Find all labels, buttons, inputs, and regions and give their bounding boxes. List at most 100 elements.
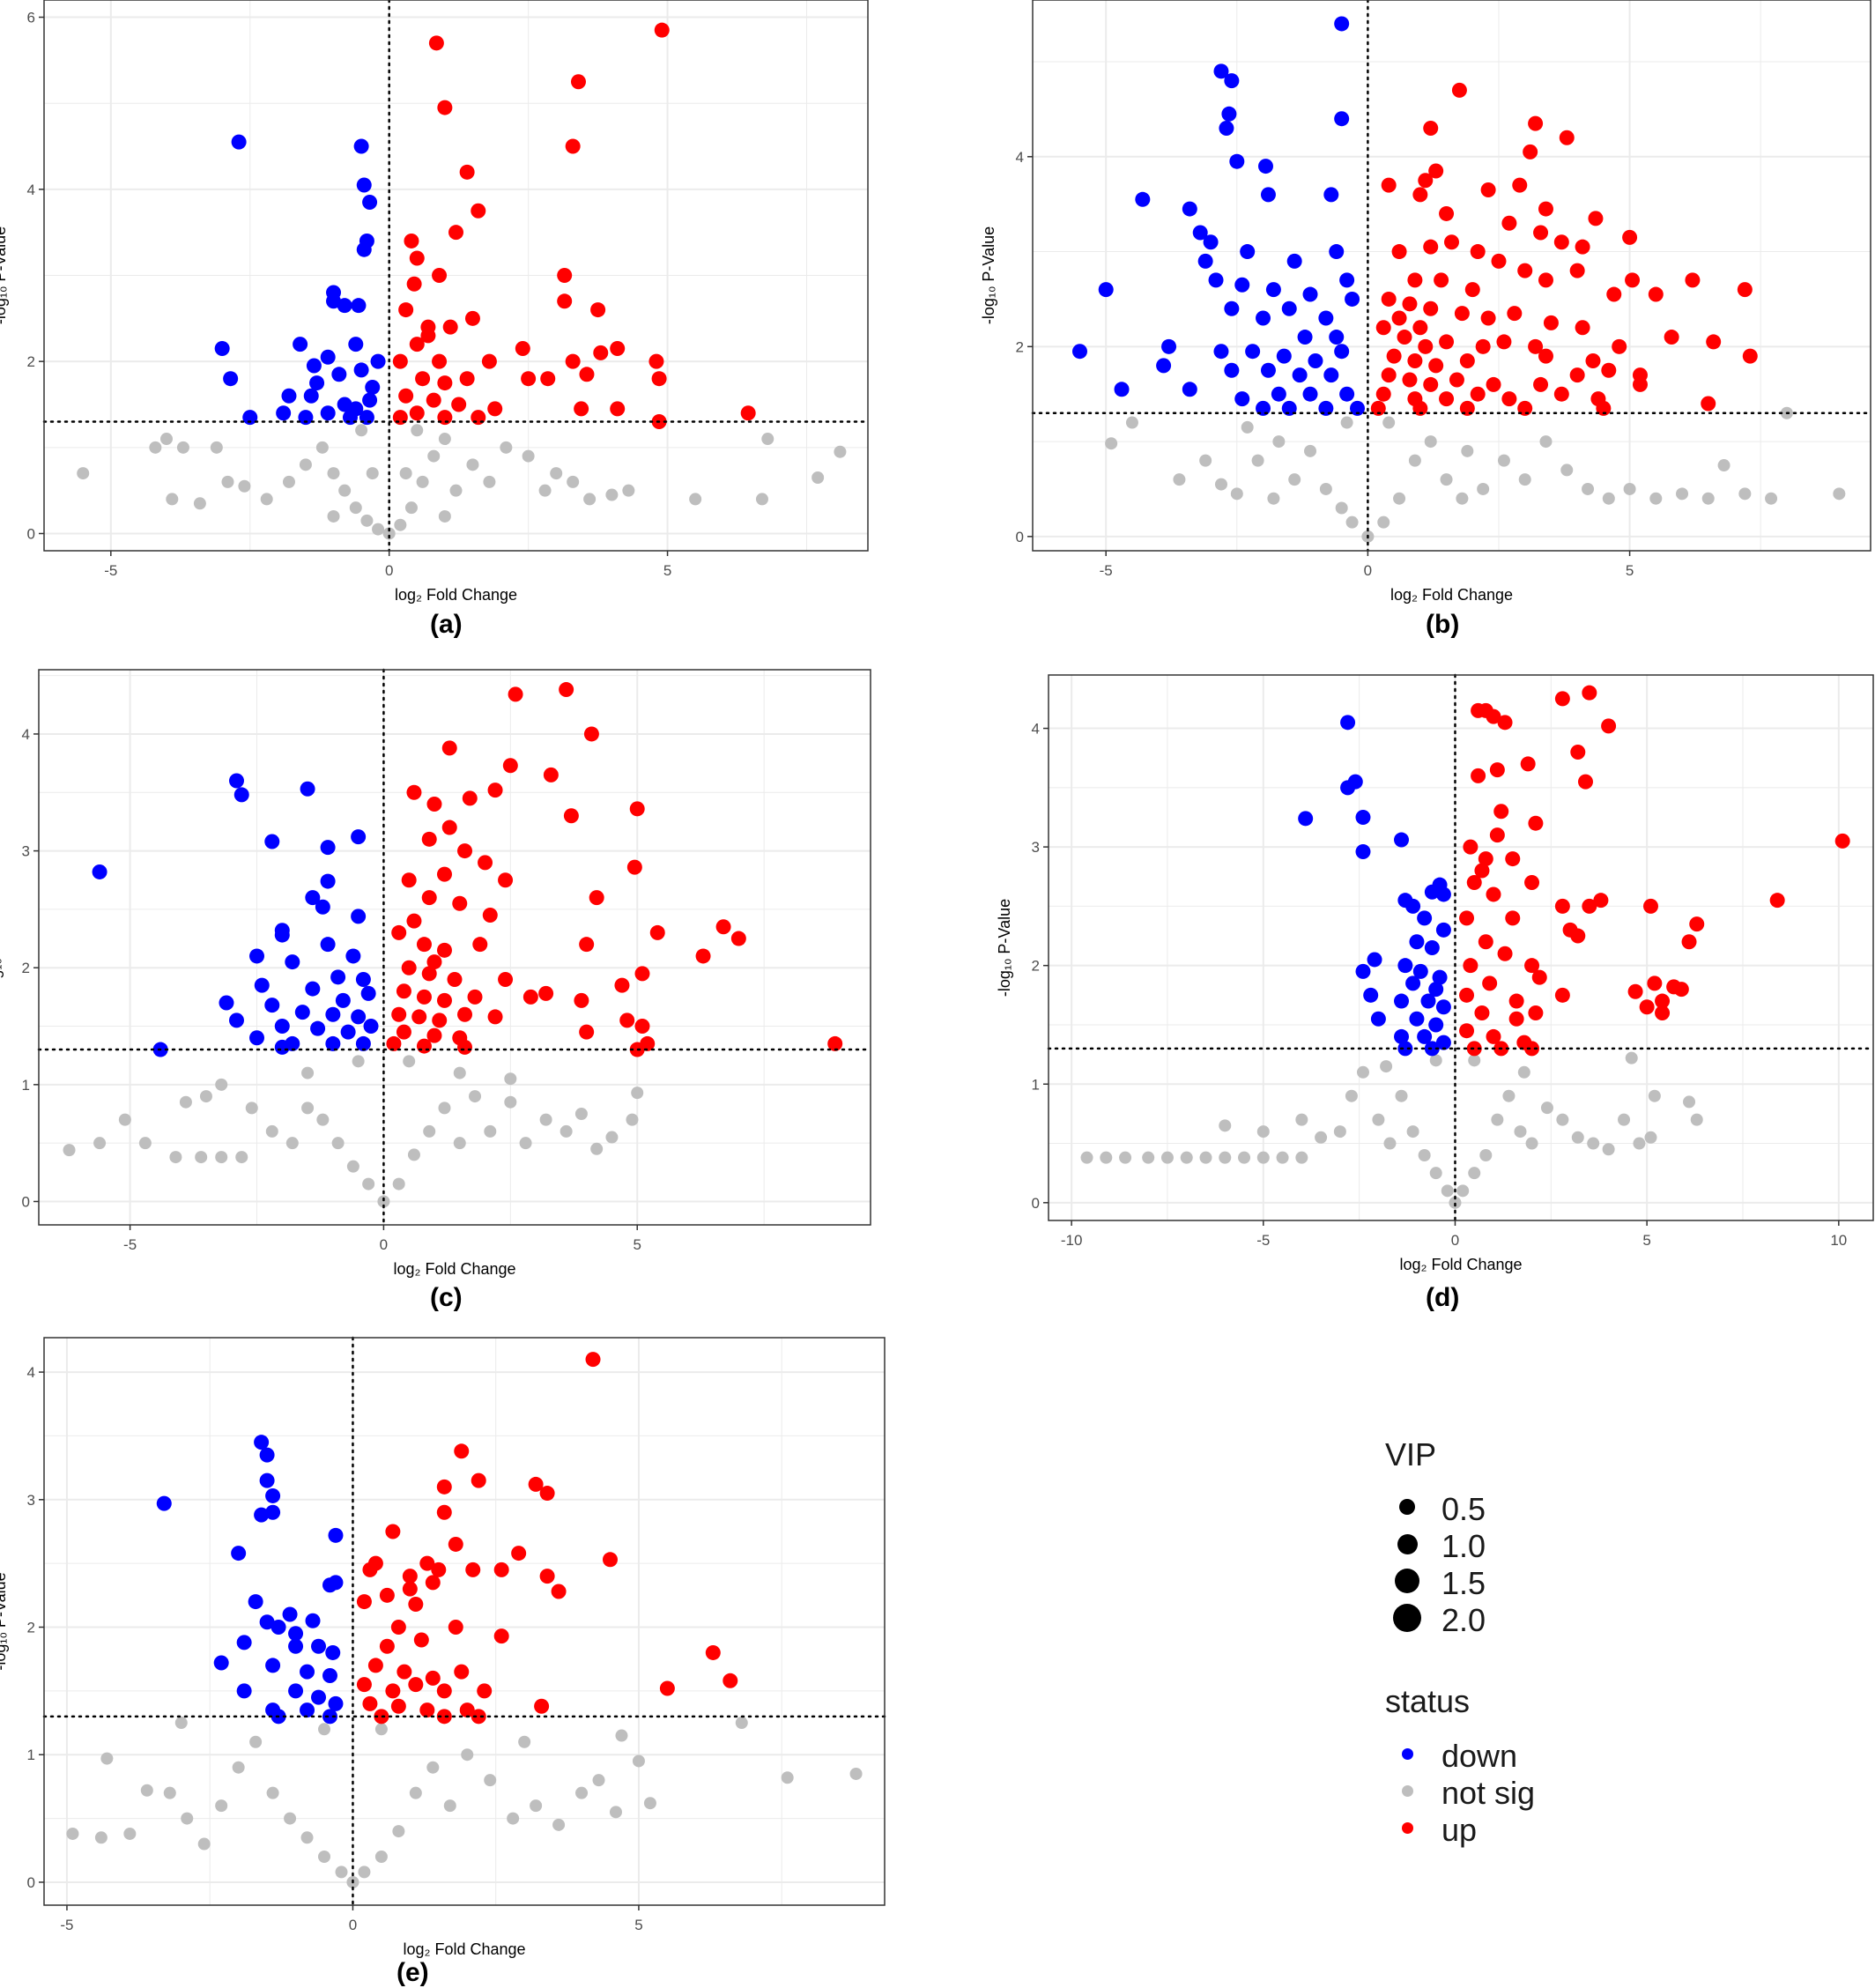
point-down (228, 1013, 244, 1028)
point-up (1632, 376, 1648, 392)
point-down (1323, 187, 1339, 203)
point-down (1114, 382, 1130, 397)
x-tick-label: 0 (1364, 562, 1372, 579)
point-down (1432, 969, 1448, 985)
y-tick-label: 4 (27, 182, 35, 198)
point-up (1486, 1028, 1501, 1044)
point-not-sig (466, 458, 479, 471)
point-up (1648, 286, 1664, 302)
point-up (502, 758, 518, 774)
point-down (1161, 338, 1177, 354)
point-up (1596, 400, 1612, 416)
point-up (421, 890, 437, 906)
point-up (593, 345, 609, 360)
point-down (1182, 201, 1197, 217)
point-up (649, 924, 665, 940)
point-not-sig (355, 424, 368, 437)
point-down (249, 948, 265, 964)
point-up (1570, 744, 1586, 760)
point-down (1234, 277, 1250, 293)
point-up (1553, 234, 1569, 250)
point-not-sig (260, 493, 273, 506)
legend-vip-label: 1.5 (1441, 1565, 1486, 1601)
point-not-sig (327, 467, 340, 480)
point-up (1402, 372, 1418, 388)
point-not-sig (392, 1177, 405, 1191)
point-up (1685, 272, 1701, 288)
point-not-sig (1230, 487, 1243, 501)
point-up (1508, 1011, 1524, 1027)
point-up (432, 353, 448, 369)
point-up (1391, 310, 1407, 326)
x-axis-label: log₂ Fold Change (403, 1940, 525, 1958)
plot-background (1033, 0, 1871, 551)
point-not-sig (1377, 516, 1390, 529)
point-up (436, 1709, 452, 1725)
point-up (1402, 296, 1418, 312)
point-not-sig (407, 1148, 420, 1161)
point-up (1412, 400, 1428, 416)
x-tick-label: 5 (634, 1917, 642, 1933)
point-up (1449, 372, 1464, 388)
point-up (515, 341, 530, 357)
point-down (1260, 362, 1276, 378)
legend-status-item: up (1375, 1810, 1639, 1848)
point-not-sig (399, 467, 412, 480)
point-down (320, 840, 336, 856)
point-down (1355, 809, 1371, 825)
point-not-sig (394, 518, 407, 531)
y-tick-label: 2 (22, 960, 30, 976)
point-up (441, 740, 457, 756)
point-not-sig (1238, 1151, 1251, 1164)
point-up (436, 942, 452, 958)
point-not-sig (1540, 1102, 1553, 1115)
point-down (306, 358, 322, 374)
point-down (362, 194, 378, 210)
point-not-sig (550, 467, 563, 480)
point-not-sig (538, 484, 552, 497)
legend: VIP 0.5 1.0 1.5 2.0 status down not sig … (1375, 1436, 1639, 1859)
point-not-sig (315, 441, 329, 454)
point-up (498, 872, 514, 888)
point-up (447, 971, 463, 987)
point-down (1435, 886, 1451, 902)
point-not-sig (249, 1735, 263, 1748)
point-down (328, 1527, 344, 1543)
point-up (1559, 130, 1575, 145)
point-not-sig (1676, 487, 1689, 501)
point-down (1213, 63, 1229, 79)
point-not-sig (77, 467, 90, 480)
point-up (1528, 115, 1544, 131)
point-not-sig (1502, 1089, 1516, 1102)
point-up (705, 1644, 721, 1660)
point-not-sig (590, 1142, 604, 1155)
point-not-sig (221, 475, 234, 488)
point-not-sig (301, 1102, 315, 1115)
y-tick-label: 6 (27, 10, 35, 26)
point-not-sig (149, 441, 162, 454)
point-not-sig (609, 1806, 622, 1819)
legend-vip-item: 0.5 (1375, 1489, 1639, 1527)
point-not-sig (1214, 478, 1227, 491)
point-up (1397, 330, 1412, 345)
point-down (1340, 780, 1356, 796)
point-down (213, 1655, 229, 1671)
point-not-sig (1497, 454, 1510, 467)
point-up (477, 1683, 493, 1699)
point-down (1405, 898, 1421, 914)
point-not-sig (605, 1131, 619, 1144)
point-not-sig (159, 433, 173, 446)
point-not-sig (1539, 435, 1553, 449)
point-not-sig (453, 1137, 466, 1150)
point-not-sig (66, 1827, 79, 1840)
point-down (156, 1495, 172, 1511)
point-up (1381, 177, 1397, 193)
point-down (1339, 386, 1355, 402)
point-up (471, 1472, 486, 1488)
point-not-sig (163, 1786, 176, 1799)
point-down (1334, 111, 1350, 127)
point-up (408, 1677, 424, 1693)
point-not-sig (352, 1055, 365, 1068)
point-up (534, 1698, 550, 1714)
point-not-sig (1276, 1151, 1289, 1164)
